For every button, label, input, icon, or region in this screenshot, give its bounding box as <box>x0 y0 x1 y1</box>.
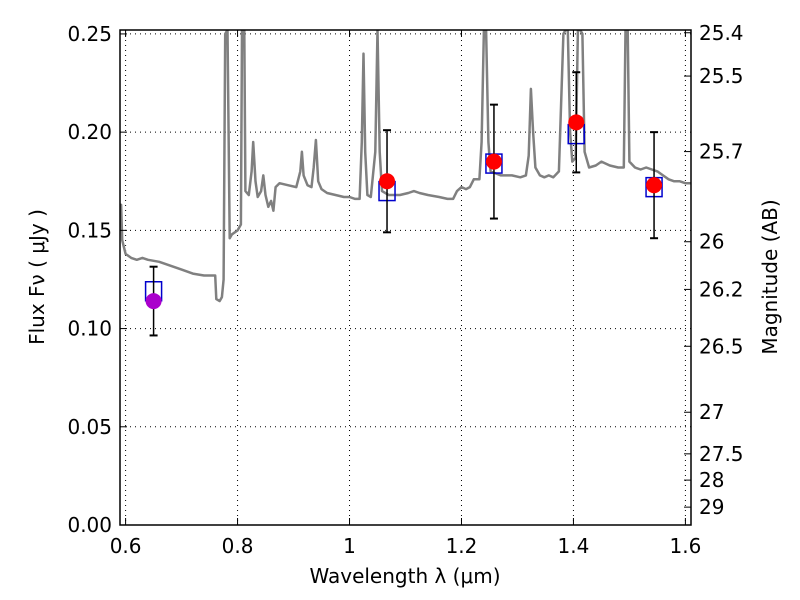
points-layer <box>144 71 663 337</box>
y-axis-title: Flux Fν ( μJy ) <box>25 209 49 345</box>
spectrum-line <box>120 30 691 303</box>
x-axis-title: Wavelength λ (μm) <box>309 564 500 588</box>
y-right-axis-title: Magnitude (AB) <box>758 199 782 354</box>
observed-data-point <box>145 293 162 310</box>
x-tick-label: 0.6 <box>110 534 142 558</box>
y-tick-label: 0.20 <box>67 120 112 144</box>
y-tick-label: 0.05 <box>67 415 112 439</box>
grid <box>120 30 691 525</box>
plot-frame <box>119 29 692 526</box>
mag-tick-label: 25.4 <box>699 21 744 45</box>
mag-tick-label: 28 <box>699 468 724 492</box>
observed-data-point <box>485 153 502 170</box>
x-tick-label: 1 <box>343 534 356 558</box>
ticks-layer: 0.6 0.8 1 1.2 1.4 1.6 0.00 0.05 0.10 0.15 0.20 0.25… <box>67 21 743 558</box>
mag-tick-label: 25.7 <box>699 140 744 164</box>
mag-tick-label: 29 <box>699 495 724 519</box>
mag-tick-label: 27 <box>699 400 724 424</box>
y-tick-label: 0.15 <box>67 218 112 242</box>
mag-tick-label: 26 <box>699 230 724 254</box>
mag-tick-label: 26.5 <box>699 334 744 358</box>
mag-tick-label: 27.5 <box>699 442 744 466</box>
mag-tick-label: 25.5 <box>699 64 744 88</box>
mag-tick-label: 26.2 <box>699 277 744 301</box>
y-tick-label: 0.10 <box>67 317 112 341</box>
x-tick-label: 0.8 <box>222 534 254 558</box>
observed-data-point <box>646 177 663 194</box>
y-tick-label: 0.00 <box>67 513 112 537</box>
x-tick-label: 1.6 <box>669 534 701 558</box>
x-tick-label: 1.4 <box>558 534 590 558</box>
x-tick-label: 1.2 <box>446 534 478 558</box>
observed-data-point <box>568 114 585 131</box>
spectrum-layer <box>120 30 691 303</box>
y-tick-label: 0.25 <box>67 22 112 46</box>
observed-data-point <box>379 173 396 190</box>
